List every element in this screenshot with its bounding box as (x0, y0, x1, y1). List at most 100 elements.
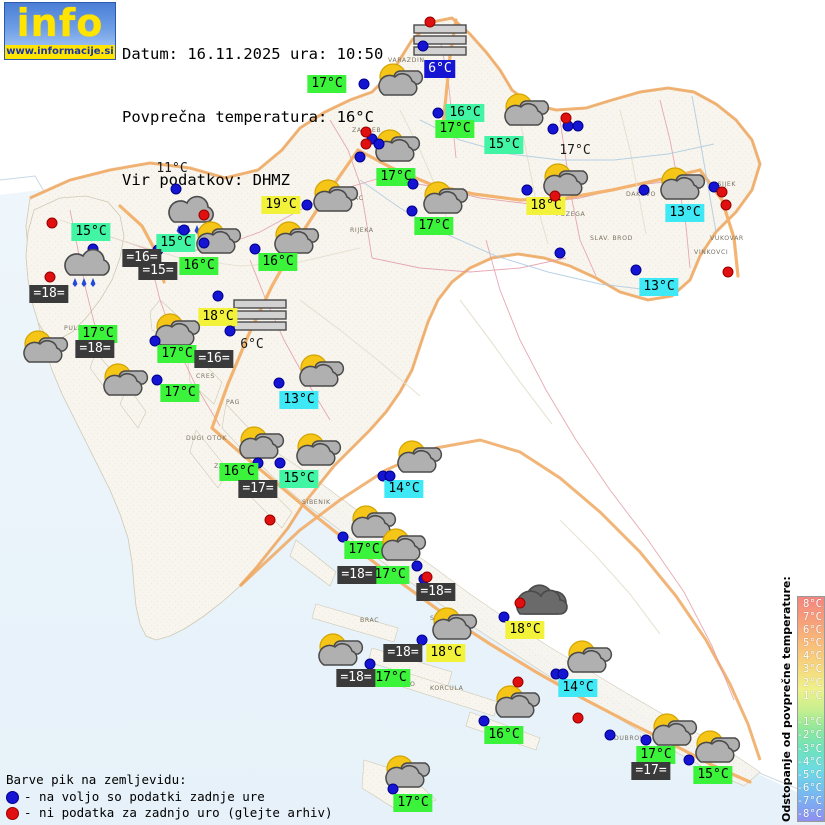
station-dot-red[interactable] (421, 571, 433, 583)
air-temperature-label[interactable]: 14°C (558, 679, 598, 697)
air-temperature-label[interactable]: 14°C (384, 480, 424, 498)
air-temperature-label[interactable]: 16°C (484, 726, 524, 744)
station-dot-blue[interactable] (384, 470, 396, 482)
station-dot-red[interactable] (264, 514, 276, 526)
air-temperature-label[interactable]: 17°C (160, 384, 200, 402)
station-dot-blue[interactable] (432, 107, 444, 119)
station-dot-red[interactable] (424, 16, 436, 28)
station-dot-blue[interactable] (478, 715, 490, 727)
air-temperature-label[interactable]: 17°C (435, 120, 475, 138)
station-dot-red[interactable] (46, 217, 58, 229)
station-dot-blue[interactable] (373, 138, 385, 150)
air-temperature-label[interactable]: 17°C (414, 217, 454, 235)
station-dot-blue[interactable] (406, 205, 418, 217)
sea-temperature-label[interactable]: =18= (336, 669, 376, 687)
station-dot-red[interactable] (549, 190, 561, 202)
air-temperature-label[interactable]: 15°C (484, 136, 524, 154)
station-dot-red[interactable] (360, 138, 372, 150)
station-dot-blue[interactable] (411, 560, 423, 572)
air-temperature-label[interactable]: 6°C (424, 60, 456, 78)
station-dot-blue[interactable] (337, 531, 349, 543)
station-dot-blue[interactable] (364, 658, 376, 670)
station-dot-blue[interactable] (198, 237, 210, 249)
sea-temperature-label[interactable]: =18= (383, 644, 423, 662)
station-dot-red[interactable] (44, 271, 56, 283)
station-dot-blue[interactable] (554, 247, 566, 259)
station-dot-blue[interactable] (274, 457, 286, 469)
air-temperature-label[interactable]: 16°C (179, 257, 219, 275)
air-temperature-label[interactable]: 18°C (526, 197, 566, 215)
air-temperature-label[interactable]: 15°C (71, 223, 111, 241)
site-logo[interactable]: info www.informacije.si (4, 2, 116, 60)
air-temperature-label[interactable]: 18°C (198, 308, 238, 326)
station-dot-blue[interactable] (224, 325, 236, 337)
station-dot-blue[interactable] (638, 184, 650, 196)
air-temperature-label[interactable]: 17°C (371, 669, 411, 687)
station-dot-red[interactable] (572, 712, 584, 724)
air-temperature-label[interactable]: 15°C (156, 234, 196, 252)
station-dot-blue[interactable] (301, 199, 313, 211)
air-temperature-label[interactable]: 17°C (393, 794, 433, 812)
station-dot-blue[interactable] (249, 243, 261, 255)
air-temperature-label[interactable]: 15°C (693, 766, 733, 784)
station-dot-blue[interactable] (604, 729, 616, 741)
air-temperature-label[interactable]: 16°C (258, 253, 298, 271)
station-dot-blue[interactable] (498, 611, 510, 623)
air-temperature-label[interactable]: 17°C (344, 541, 384, 559)
air-temperature-label[interactable]: 17°C (370, 566, 410, 584)
station-dot-blue[interactable] (273, 377, 285, 389)
sea-temperature-label[interactable]: =17= (238, 480, 278, 498)
station-dot-red[interactable] (512, 676, 524, 688)
air-temperature-label[interactable]: 13°C (279, 391, 319, 409)
sea-temperature-label[interactable]: =18= (416, 583, 456, 601)
air-temperature-label[interactable]: 17°C (157, 345, 197, 363)
station-dot-blue[interactable] (572, 120, 584, 132)
air-temperature-label[interactable]: 13°C (665, 204, 705, 222)
air-temperature-label[interactable]: 13°C (639, 278, 679, 296)
air-temperature-label[interactable]: 15°C (279, 470, 319, 488)
station-dot-blue[interactable] (521, 184, 533, 196)
air-temperature-label[interactable]: 17°C (307, 75, 347, 93)
station-dot-blue[interactable] (354, 151, 366, 163)
station-dot-red[interactable] (560, 112, 572, 124)
air-temperature-label[interactable]: 17°C (636, 746, 676, 764)
station-dot-blue[interactable] (178, 224, 190, 236)
station-dot-blue[interactable] (151, 374, 163, 386)
station-dot-red[interactable] (716, 186, 728, 198)
sea-temperature-label[interactable]: =17= (631, 762, 671, 780)
station-dot-red[interactable] (720, 199, 732, 211)
station-dot-blue[interactable] (212, 290, 224, 302)
station-dot-blue[interactable] (149, 335, 161, 347)
sea-temperature-label[interactable]: =15= (138, 262, 178, 280)
station-dot-blue[interactable] (547, 123, 559, 135)
station-dot-blue[interactable] (640, 734, 652, 746)
air-temperature-label[interactable]: 6°C (240, 337, 264, 352)
station-dot-blue[interactable] (557, 668, 569, 680)
air-temperature-label[interactable]: 11°C (156, 161, 188, 176)
station-dot-blue[interactable] (170, 183, 182, 195)
station-dot-red[interactable] (198, 209, 210, 221)
station-dot-blue[interactable] (407, 178, 419, 190)
sea-temperature-label[interactable]: =16= (194, 350, 234, 368)
sea-temperature-label[interactable]: =18= (75, 340, 115, 358)
station-dot-blue[interactable] (683, 754, 695, 766)
air-temperature-label[interactable]: 18°C (505, 621, 545, 639)
air-temperature-label[interactable]: 16°C (219, 463, 259, 481)
air-temperature-label[interactable]: 17°C (559, 143, 591, 158)
air-temperature-label[interactable]: 16°C (445, 104, 485, 122)
weather-icon-partly (487, 679, 549, 725)
station-dot-blue[interactable] (387, 783, 399, 795)
sea-temperature-label[interactable]: =18= (29, 285, 69, 303)
air-temperature-label[interactable]: 18°C (426, 644, 466, 662)
station-dot-blue[interactable] (358, 78, 370, 90)
air-temperature-label[interactable]: 19°C (261, 196, 301, 214)
sea-temperature-label[interactable]: =18= (337, 566, 377, 584)
air-temperature-label[interactable]: 17°C (376, 168, 416, 186)
station-dot-blue[interactable] (417, 40, 429, 52)
station-dot-blue[interactable] (630, 264, 642, 276)
station-dot-red[interactable] (514, 597, 526, 609)
station-dot-red[interactable] (360, 126, 372, 138)
weather-icon-partly (266, 215, 328, 261)
air-temperature-label[interactable]: 17°C (78, 325, 118, 343)
station-dot-red[interactable] (722, 266, 734, 278)
